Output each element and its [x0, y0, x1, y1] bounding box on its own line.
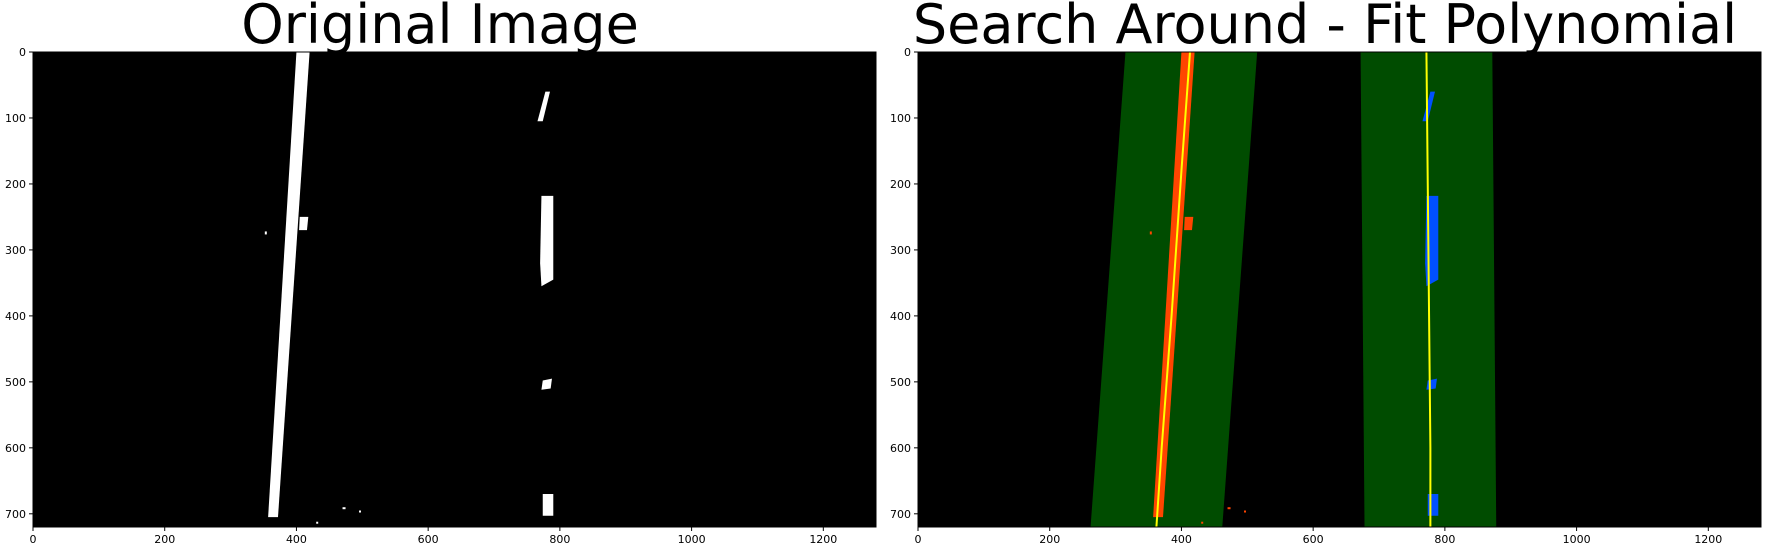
axes-frame: [917, 51, 1762, 528]
right-fit-line: [1425, 51, 1432, 527]
x-tick-label: 600: [1303, 533, 1324, 546]
x-tick-label: 400: [1171, 533, 1192, 546]
left-fit-line: [1155, 51, 1191, 528]
y-tick-label: 400: [5, 310, 26, 323]
y-tick-label: 0: [19, 46, 26, 59]
noise-blob: [342, 507, 346, 510]
x-tick-label: 600: [418, 533, 439, 546]
y-tick-label: 600: [5, 442, 26, 455]
x-tick-label: 400: [286, 533, 307, 546]
x-tick-label: 0: [30, 533, 37, 546]
panel-title-original: Original Image: [241, 0, 639, 56]
x-tick-label: 1200: [809, 533, 837, 546]
x-tick-label: 800: [1434, 533, 1455, 546]
left-lane-noise: [264, 231, 267, 235]
left-lane-speckle: [1184, 216, 1194, 231]
x-tick-label: 1200: [1694, 533, 1722, 546]
left-lane-speckle: [299, 216, 309, 231]
left-lane-line-pixels: [268, 52, 310, 518]
y-tick-label: 600: [890, 442, 911, 455]
noise-blob: [1244, 510, 1247, 513]
y-tick-label: 0: [904, 46, 911, 59]
x-tick-label: 200: [1039, 533, 1060, 546]
axes-frame: [32, 51, 877, 528]
y-tick-label: 300: [890, 244, 911, 257]
panel-title-search-around: Search Around - Fit Polynomial: [912, 0, 1738, 56]
noise-blob: [359, 510, 362, 513]
right-lane-segment-middle: [540, 195, 554, 287]
y-tick-label: 300: [5, 244, 26, 257]
x-tick-label: 1000: [1563, 533, 1591, 546]
original-image-plot: 0 200 400 600 800 1000 1200 0 100 200 300 400 500 600…: [5, 46, 877, 546]
image-background: [918, 52, 1761, 527]
x-tick-label: 200: [154, 533, 175, 546]
y-tick-label: 200: [5, 178, 26, 191]
original-image-panel: Original Image 0 200 400 600 800 1000 1200 0 100…: [0, 0, 880, 549]
right-lane-segment-lower: [541, 378, 552, 390]
left-lane-noise: [1149, 231, 1152, 235]
right-lane-segment-bottom: [542, 494, 554, 516]
y-tick-label: 500: [890, 376, 911, 389]
search-around-panel: Search Around - Fit Polynomial 0 200 400 60…: [885, 0, 1765, 549]
x-tick-label: 0: [915, 533, 922, 546]
y-tick-label: 100: [890, 112, 911, 125]
y-tick-label: 400: [890, 310, 911, 323]
noise-blob: [1227, 507, 1231, 510]
right-lane-segment-top: [537, 91, 550, 122]
y-tick-label: 200: [890, 178, 911, 191]
y-tick-label: 700: [890, 508, 911, 521]
right-lane-segment-bottom: [1427, 494, 1439, 516]
y-tick-label: 700: [5, 508, 26, 521]
fit-polynomial-plot: 0 200 400 600 800 1000 1200 0 100 200 300 400 500 600…: [890, 46, 1762, 546]
x-tick-label: 1000: [678, 533, 706, 546]
right-lane-segment-top: [1422, 91, 1435, 122]
noise-blob: [1201, 521, 1204, 524]
y-tick-label: 100: [5, 112, 26, 125]
image-background: [33, 52, 876, 527]
y-tick-label: 500: [5, 376, 26, 389]
noise-blob: [316, 521, 319, 524]
x-tick-label: 800: [549, 533, 570, 546]
